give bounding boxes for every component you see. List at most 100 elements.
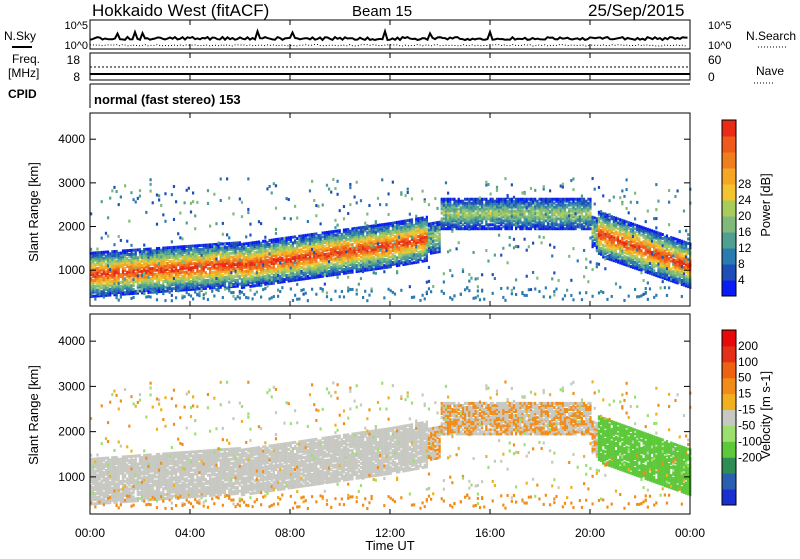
- power-cell: [207, 279, 209, 282]
- power-cell: [358, 230, 360, 233]
- power-cell: [141, 274, 143, 277]
- power-cell: [292, 236, 294, 239]
- power-cell: [239, 197, 241, 200]
- power-cell: [347, 286, 349, 289]
- power-cell: [273, 281, 275, 284]
- power-cell: [509, 198, 511, 201]
- power-cell: [515, 278, 517, 281]
- power-cell: [579, 202, 581, 205]
- power-cell: [434, 239, 436, 242]
- power-cell: [339, 209, 341, 212]
- power-cell: [256, 291, 258, 294]
- power-cell: [213, 294, 215, 297]
- power-cell: [324, 265, 326, 268]
- power-cell: [483, 298, 485, 301]
- power-cell: [226, 287, 228, 290]
- power-cell: [203, 275, 205, 278]
- power-cell: [572, 188, 574, 191]
- power-cell: [400, 191, 402, 194]
- power-cell: [290, 236, 292, 239]
- power-cell: [592, 295, 594, 298]
- power-cell: [428, 228, 430, 231]
- power-cell: [130, 297, 132, 300]
- power-cell: [190, 294, 192, 297]
- power-cell: [303, 293, 305, 296]
- power-cell: [175, 296, 177, 299]
- power-cell: [458, 198, 460, 201]
- power-cell: [160, 284, 162, 287]
- power-cell: [156, 269, 158, 272]
- power-cell: [313, 199, 315, 202]
- power-cell: [307, 275, 309, 278]
- power-cell: [109, 292, 111, 295]
- power-cell: [320, 287, 322, 290]
- power-cell: [430, 237, 432, 240]
- power-cell: [337, 224, 339, 227]
- power-cell: [534, 198, 536, 201]
- power-cell: [103, 276, 105, 279]
- power-cell: [477, 277, 479, 280]
- power-cell: [424, 297, 426, 300]
- power-cell: [322, 232, 324, 235]
- power-cell: [477, 198, 479, 201]
- power-cell: [549, 198, 551, 201]
- power-cell: [188, 286, 190, 289]
- power-cell: [396, 224, 398, 227]
- power-cell: [377, 242, 379, 245]
- power-cell: [388, 288, 390, 291]
- power-cell: [184, 201, 186, 204]
- power-cell: [356, 264, 358, 267]
- power-cell: [288, 242, 290, 245]
- power-cell: [339, 229, 341, 232]
- power-cell: [283, 237, 285, 240]
- power-cell: [207, 273, 209, 276]
- power-cell: [485, 227, 487, 230]
- power-cell: [188, 245, 190, 248]
- power-cell: [536, 215, 538, 218]
- nsearch-tick-bottom: 10^0: [708, 40, 732, 52]
- power-cell: [324, 245, 326, 248]
- power-cell: [405, 194, 407, 197]
- power-cell: [171, 287, 173, 290]
- power-cell: [466, 198, 468, 201]
- power-cell: [303, 254, 305, 257]
- beam-title: Beam 15: [352, 3, 412, 20]
- power-cell: [436, 243, 438, 246]
- power-cell: [226, 242, 228, 245]
- power-cell: [330, 262, 332, 265]
- power-cell: [241, 259, 243, 262]
- power-cell: [492, 227, 494, 230]
- power-cell: [298, 237, 300, 240]
- power-cell: [194, 227, 196, 230]
- power-cell: [536, 277, 538, 280]
- power-cell: [487, 183, 489, 186]
- power-cell: [322, 288, 324, 291]
- power-cell: [141, 250, 143, 253]
- power-cell: [252, 253, 254, 256]
- power-cell: [477, 285, 479, 288]
- power-cell: [137, 274, 139, 277]
- power-cell: [479, 223, 481, 226]
- power-cell: [394, 240, 396, 243]
- power-cell: [390, 255, 392, 258]
- power-cell: [322, 239, 324, 242]
- power-cell: [481, 273, 483, 276]
- power-cell: [196, 293, 198, 296]
- power-cell: [422, 216, 424, 219]
- power-cell: [184, 255, 186, 258]
- power-cell: [305, 292, 307, 295]
- power-cell: [504, 223, 506, 226]
- power-cell: [307, 243, 309, 246]
- power-cell: [553, 271, 555, 274]
- power-cell: [388, 236, 390, 239]
- power-cell: [330, 266, 332, 269]
- power-cell: [538, 198, 540, 201]
- power-cell: [228, 248, 230, 251]
- power-cell: [356, 227, 358, 230]
- power-cell: [101, 251, 103, 254]
- power-cell: [309, 272, 311, 275]
- power-cell: [156, 223, 158, 226]
- power-cell: [377, 197, 379, 200]
- power-cell: [551, 277, 553, 280]
- power-cell: [152, 249, 154, 252]
